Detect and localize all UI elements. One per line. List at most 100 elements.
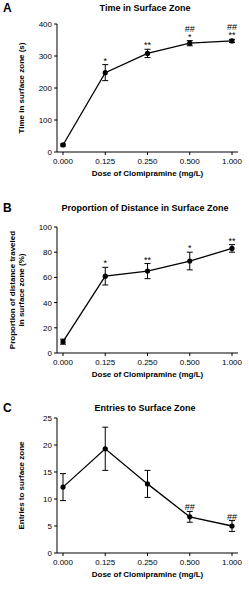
y-tick	[54, 227, 57, 228]
title: Proportion of Distance in Surface Zone	[61, 203, 228, 213]
line	[63, 449, 232, 526]
x-tick-label: 1.000	[222, 157, 243, 166]
x-tick	[189, 152, 190, 155]
x-tick-label: 1.000	[222, 558, 243, 567]
x-tick-label: 0.125	[95, 157, 116, 166]
x-axis-label: Dose of Clomipramine (mg/L)	[92, 570, 204, 579]
y-tick	[54, 499, 57, 500]
x-tick-label: 0.000	[53, 358, 74, 367]
annotation: *	[188, 32, 192, 42]
annotation: **	[228, 30, 236, 40]
y-tick-label: 80	[43, 248, 52, 257]
y-tick	[54, 472, 57, 473]
y-tick-label: 40	[43, 299, 52, 308]
x-tick	[189, 553, 190, 556]
point	[60, 339, 65, 344]
y-tick-label: 25	[43, 414, 52, 423]
x-tick	[232, 553, 233, 556]
x-tick	[105, 353, 106, 356]
panel-label: C	[3, 401, 12, 415]
x-tick	[232, 152, 233, 155]
line	[63, 41, 232, 145]
point	[145, 269, 150, 274]
annotation: **	[144, 40, 152, 50]
x-tick	[189, 353, 190, 356]
y-tick-label: 15	[43, 468, 52, 477]
error-bar	[229, 521, 235, 532]
annotation: *	[103, 56, 107, 66]
y-tick	[54, 88, 57, 89]
error-bar	[187, 252, 193, 270]
x-tick	[63, 353, 64, 356]
panel: BProportion of Distance in Surface Zone0…	[3, 201, 243, 379]
x-tick	[232, 353, 233, 356]
x-tick-label: 0.000	[53, 157, 74, 166]
point	[103, 274, 108, 279]
x-tick-label: 1.000	[222, 358, 243, 367]
y-tick-label: 100	[39, 223, 53, 232]
x-tick	[63, 553, 64, 556]
point	[145, 51, 150, 56]
y-tick	[54, 277, 57, 278]
y-tick	[54, 553, 57, 554]
annotation: ##	[227, 512, 237, 522]
y-tick	[54, 353, 57, 354]
error-bar	[60, 339, 66, 344]
point	[60, 142, 65, 147]
title: Time in Surface Zone	[100, 3, 191, 13]
y-tick-label: 100	[39, 116, 53, 125]
x-axis-label: Dose of Clomipramine (mg/L)	[92, 370, 204, 379]
annotation: *	[188, 243, 192, 253]
error-bar	[187, 511, 193, 522]
data-group	[60, 245, 235, 345]
x-tick-label: 0.500	[180, 358, 201, 367]
error-bar	[145, 49, 151, 57]
y-tick-label: 60	[43, 273, 52, 282]
y-tick-label: 10	[43, 495, 52, 504]
point	[145, 481, 150, 486]
panel: A Time in Surface Zone 0 100 200 300 400 0.000 0…	[3, 1, 243, 178]
y-tick	[54, 445, 57, 446]
point	[187, 514, 192, 519]
y-tick-label: 20	[43, 441, 52, 450]
line	[63, 248, 232, 341]
error-bar	[102, 65, 108, 81]
y-axis-label: Proportion of distance traveled	[8, 231, 17, 349]
figure: ATime in Surface Zone01002003004000.0000…	[0, 0, 249, 600]
panel-label: A	[3, 1, 12, 15]
y-tick-label: 0	[48, 148, 53, 157]
y-axis-label: in surface zone (%)	[17, 253, 26, 326]
y-tick	[54, 327, 57, 328]
point	[103, 446, 108, 451]
x-tick	[105, 152, 106, 155]
y-tick-label: 200	[39, 84, 53, 93]
x-axis-label: Dose of Clomipramine (mg/L)	[92, 169, 204, 178]
error-bar	[60, 474, 66, 501]
annotation: **	[228, 236, 236, 246]
point	[229, 246, 234, 251]
title: Entries to Surface Zone	[94, 403, 195, 413]
y-tick	[54, 252, 57, 253]
y-tick-label: 400	[39, 20, 53, 29]
y-tick-label: 5	[48, 522, 53, 531]
error-bar	[102, 267, 108, 285]
point	[60, 485, 65, 490]
x-tick-label: 0.125	[95, 358, 116, 367]
x-tick-label: 0.250	[137, 558, 158, 567]
y-tick	[54, 418, 57, 419]
y-tick	[54, 24, 57, 25]
annotation: *	[103, 258, 107, 268]
y-tick-label: 300	[39, 52, 53, 61]
y-axis-label: Entries to surface zone	[17, 441, 26, 530]
y-axis	[57, 418, 58, 553]
y-axis-label: Time in surface zone (s)	[17, 42, 26, 133]
point	[229, 523, 234, 528]
error-bar	[145, 470, 151, 497]
y-tick-label: 0	[48, 349, 53, 358]
y-tick	[54, 56, 57, 57]
y-tick-label: 20	[43, 324, 52, 333]
y-tick-label: 0	[48, 549, 53, 558]
error-bar	[145, 264, 151, 279]
x-tick	[147, 553, 148, 556]
x-tick-label: 0.125	[95, 558, 116, 567]
